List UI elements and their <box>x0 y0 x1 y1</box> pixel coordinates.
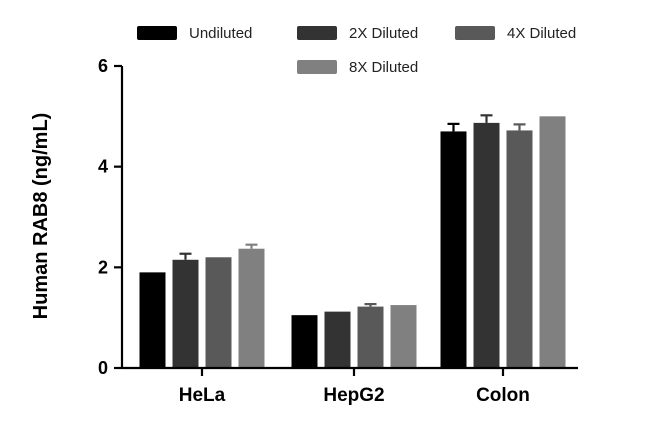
y-axis-title: Human RAB8 (ng/mL) <box>30 113 52 320</box>
bar-hepg2-1 <box>291 315 318 368</box>
legend-item: Undiluted <box>137 25 252 42</box>
bar-colon-3 <box>506 130 533 368</box>
bar-hepg2-4 <box>390 305 417 368</box>
y-tick-label: 0 <box>98 358 108 378</box>
x-tick-label-hela: HeLa <box>179 385 226 406</box>
error-bar <box>364 302 377 307</box>
bar-colon-1 <box>440 131 467 368</box>
axes: 0 2 4 6 HeLa HepG2 Colon <box>98 56 578 406</box>
y-tick-label: 4 <box>98 157 108 177</box>
error-bars <box>179 114 526 307</box>
x-tick-label-colon: Colon <box>476 385 530 406</box>
legend-swatch <box>455 26 495 40</box>
legend-swatch <box>137 26 177 40</box>
error-bar <box>245 243 258 249</box>
error-bar <box>179 252 192 260</box>
legend: Undiluted 2X Diluted 4X Diluted 8X Diluted <box>137 25 576 76</box>
legend-label: 4X Diluted <box>507 25 576 42</box>
legend-label: 2X Diluted <box>349 25 418 42</box>
bar-colon-2 <box>473 122 500 368</box>
x-tick-label-hepg2: HepG2 <box>323 385 384 406</box>
bars <box>139 116 566 368</box>
y-tick-label: 6 <box>98 56 108 76</box>
legend-item: 8X Diluted <box>297 59 418 76</box>
legend-label: Undiluted <box>189 25 252 42</box>
legend-label: 8X Diluted <box>349 59 418 76</box>
bar-hepg2-2 <box>324 311 351 368</box>
error-bar <box>513 123 526 131</box>
bar-hela-2 <box>172 259 199 368</box>
error-bar <box>480 114 493 123</box>
bar-hela-1 <box>139 272 166 368</box>
legend-swatch <box>297 60 337 74</box>
bar-hela-4 <box>238 248 265 368</box>
legend-item: 2X Diluted <box>297 25 418 42</box>
bar-colon-4 <box>539 116 566 368</box>
bar-hela-3 <box>205 257 232 368</box>
y-tick-label: 2 <box>98 257 108 277</box>
legend-swatch <box>297 26 337 40</box>
bar-hepg2-3 <box>357 306 384 368</box>
legend-item: 4X Diluted <box>455 25 576 42</box>
error-bar <box>447 122 460 132</box>
